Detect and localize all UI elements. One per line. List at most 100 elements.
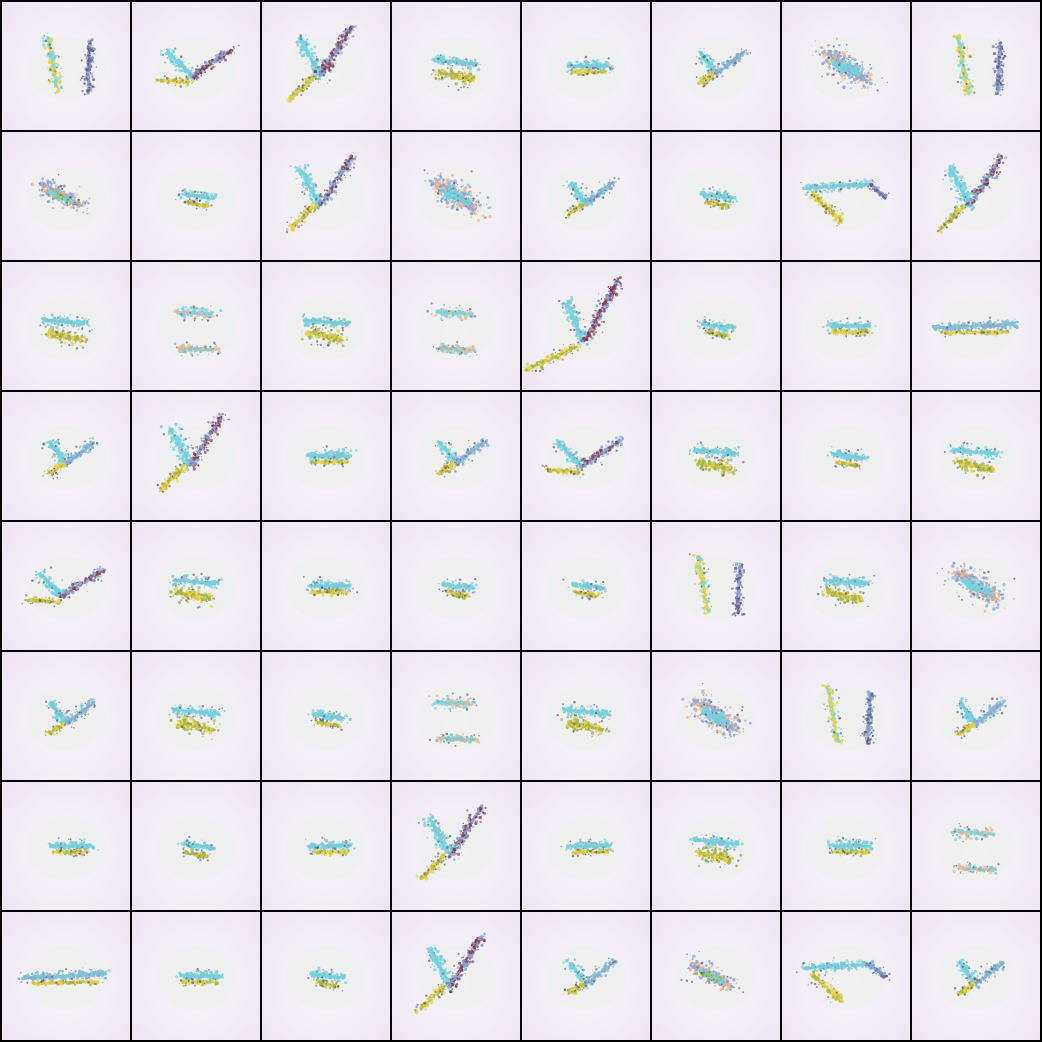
sample-figure <box>156 296 236 360</box>
sample-figure <box>676 946 756 1010</box>
sample-tile <box>782 782 910 910</box>
sample-figure <box>156 816 236 880</box>
sample-tile <box>392 652 520 780</box>
sample-figure <box>676 816 756 880</box>
sample-figure <box>676 426 756 490</box>
sample-figure <box>416 36 496 100</box>
sample-tile <box>782 652 910 780</box>
sample-figure <box>154 36 240 100</box>
sample-tile <box>2 2 130 130</box>
sample-figure <box>546 36 626 100</box>
sample-tile <box>392 782 520 910</box>
sample-tile <box>652 912 780 1040</box>
sample-tile <box>522 522 650 650</box>
sample-tile <box>392 522 520 650</box>
sample-tile <box>522 262 650 390</box>
sample-figure <box>416 556 496 620</box>
sample-tile <box>782 262 910 390</box>
sample-figure <box>286 296 366 360</box>
sample-tile <box>262 782 390 910</box>
sample-figure <box>676 682 756 750</box>
sample-figure <box>546 816 626 880</box>
sample-figure <box>285 154 366 234</box>
sample-figure <box>936 816 1016 880</box>
sample-tile <box>2 782 130 910</box>
sample-figure <box>286 816 366 880</box>
sample-figure <box>26 296 106 360</box>
sample-figure <box>806 682 886 750</box>
sample-figure <box>806 296 886 360</box>
sample-tile <box>262 2 390 130</box>
sample-figure <box>936 153 1016 234</box>
sample-figure <box>285 24 366 103</box>
sample-tile <box>522 132 650 260</box>
sample-tile <box>392 392 520 520</box>
sample-tile <box>2 652 130 780</box>
sample-tile <box>912 132 1040 260</box>
sample-tile <box>912 912 1040 1040</box>
sample-figure <box>806 426 886 490</box>
sample-figure <box>21 556 107 620</box>
sample-figure <box>936 946 1016 1010</box>
sample-tile <box>2 912 130 1040</box>
sample-figure <box>800 166 890 230</box>
sample-tile <box>652 522 780 650</box>
sample-figure <box>413 932 496 1015</box>
sample-tile <box>262 392 390 520</box>
sample-tile <box>132 782 260 910</box>
sample-tile <box>912 652 1040 780</box>
sample-figure <box>26 32 106 100</box>
sample-tile <box>652 652 780 780</box>
sample-figure <box>796 946 891 1010</box>
sample-figure <box>676 553 756 620</box>
sample-tile <box>262 652 390 780</box>
sample-tile <box>522 652 650 780</box>
sample-tile <box>132 392 260 520</box>
sample-tile <box>522 912 650 1040</box>
sample-tile <box>392 912 520 1040</box>
sample-figure <box>806 36 888 100</box>
sample-tile <box>782 2 910 130</box>
sample-figure <box>156 556 236 620</box>
sample-tile <box>522 782 650 910</box>
sample-figure <box>676 296 756 360</box>
sample-tile <box>2 132 130 260</box>
sample-figure <box>415 804 496 881</box>
sample-tile <box>782 522 910 650</box>
sample-figure <box>523 276 626 373</box>
sample-figure <box>936 34 1016 100</box>
sample-tile <box>782 912 910 1040</box>
sample-tile <box>132 912 260 1040</box>
sample-tile <box>262 912 390 1040</box>
sample-tile <box>522 392 650 520</box>
sample-figure <box>541 426 626 490</box>
sample-figure <box>546 556 626 620</box>
sample-figure <box>546 166 626 230</box>
sample-tile <box>652 132 780 260</box>
sample-tile <box>912 522 1040 650</box>
sample-figure <box>936 556 1016 620</box>
sample-figure <box>156 686 236 750</box>
sample-tile <box>912 262 1040 390</box>
sample-tile <box>132 132 260 260</box>
sample-figure <box>936 426 1016 490</box>
sample-figure <box>26 816 106 880</box>
sample-tile <box>652 392 780 520</box>
sample-figure <box>26 166 106 230</box>
sample-tile <box>652 262 780 390</box>
sample-tile <box>782 132 910 260</box>
sample-tile <box>132 652 260 780</box>
sample-tile <box>912 782 1040 910</box>
sample-figure <box>416 296 496 360</box>
sample-tile <box>652 2 780 130</box>
sample-tile <box>912 392 1040 520</box>
sample-figure <box>156 166 236 230</box>
sample-figure <box>546 686 626 750</box>
sample-tile <box>132 262 260 390</box>
sample-figure <box>286 686 366 750</box>
sample-figure <box>676 36 756 100</box>
sample-figure <box>931 296 1019 360</box>
sample-figure <box>416 166 496 230</box>
sample-tile <box>652 782 780 910</box>
